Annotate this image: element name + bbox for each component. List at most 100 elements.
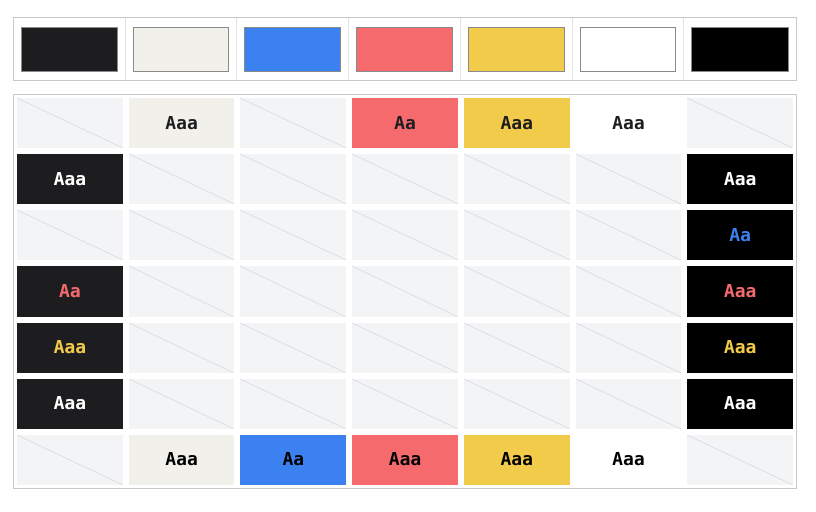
matrix-cell bbox=[573, 320, 685, 376]
matrix-cell: Aaa bbox=[573, 432, 685, 488]
matrix-cell: Aa bbox=[237, 432, 349, 488]
matrix-cell bbox=[14, 207, 126, 263]
empty-combination bbox=[17, 434, 123, 485]
contrast-sample: Aa bbox=[17, 266, 123, 317]
empty-combination bbox=[463, 210, 570, 261]
palette-cell bbox=[573, 18, 685, 80]
empty-combination bbox=[352, 378, 458, 429]
palette-cell bbox=[14, 18, 126, 80]
matrix-cell bbox=[461, 151, 573, 207]
matrix-cell bbox=[126, 376, 238, 432]
palette-cell bbox=[126, 18, 238, 80]
matrix-cell: Aaa bbox=[684, 320, 796, 376]
empty-combination bbox=[352, 210, 458, 261]
matrix-cell bbox=[684, 432, 796, 488]
contrast-sample: Aaa bbox=[17, 378, 123, 429]
contrast-matrix: Aaa Aa Aaa Aaa Aaa Aaa Aa Aa Aaa Aaa Aaa Aaa Aaa Aaa A… bbox=[13, 94, 797, 489]
matrix-cell bbox=[237, 207, 349, 263]
matrix-cell: Aa bbox=[349, 95, 461, 151]
matrix-cell: Aaa bbox=[573, 95, 685, 151]
matrix-cell bbox=[237, 151, 349, 207]
palette-cell bbox=[684, 18, 796, 80]
matrix-cell bbox=[126, 320, 238, 376]
empty-combination bbox=[463, 378, 570, 429]
contrast-sample: Aaa bbox=[575, 98, 682, 149]
matrix-cell bbox=[349, 263, 461, 319]
matrix-cell bbox=[461, 207, 573, 263]
empty-combination bbox=[240, 98, 347, 149]
matrix-cell bbox=[349, 151, 461, 207]
matrix-cell bbox=[349, 320, 461, 376]
matrix-cell bbox=[237, 320, 349, 376]
empty-combination bbox=[463, 322, 570, 373]
matrix-cell bbox=[461, 263, 573, 319]
matrix-cell bbox=[573, 151, 685, 207]
contrast-sample: Aaa bbox=[575, 434, 682, 485]
contrast-sample: Aaa bbox=[463, 98, 570, 149]
matrix-cell bbox=[461, 320, 573, 376]
empty-combination bbox=[463, 266, 570, 317]
contrast-sample: Aaa bbox=[687, 378, 793, 429]
contrast-sample: Aaa bbox=[128, 98, 235, 149]
empty-combination bbox=[352, 266, 458, 317]
matrix-cell bbox=[573, 263, 685, 319]
matrix-cell bbox=[573, 207, 685, 263]
empty-combination bbox=[128, 210, 235, 261]
matrix-cell bbox=[126, 207, 238, 263]
contrast-sample: Aaa bbox=[128, 434, 235, 485]
empty-combination bbox=[352, 154, 458, 205]
empty-combination bbox=[128, 154, 235, 205]
matrix-cell: Aaa bbox=[461, 95, 573, 151]
empty-combination bbox=[575, 378, 682, 429]
contrast-sample: Aaa bbox=[687, 322, 793, 373]
contrast-sample: Aaa bbox=[463, 434, 570, 485]
contrast-sample: Aaa bbox=[17, 322, 123, 373]
matrix-cell: Aaa bbox=[14, 151, 126, 207]
contrast-sample: Aaa bbox=[17, 154, 123, 205]
matrix-cell: Aaa bbox=[126, 95, 238, 151]
color-swatch-blue bbox=[244, 27, 342, 72]
empty-combination bbox=[687, 434, 793, 485]
empty-combination bbox=[687, 98, 793, 149]
matrix-cell: Aaa bbox=[14, 320, 126, 376]
contrast-sample: Aa bbox=[352, 98, 458, 149]
contrast-sample: Aa bbox=[240, 434, 347, 485]
empty-combination bbox=[352, 322, 458, 373]
palette-cell bbox=[349, 18, 461, 80]
matrix-cell: Aaa bbox=[684, 263, 796, 319]
matrix-cell bbox=[573, 376, 685, 432]
matrix-cell bbox=[126, 263, 238, 319]
empty-combination bbox=[240, 322, 347, 373]
matrix-cell: Aa bbox=[14, 263, 126, 319]
empty-combination bbox=[575, 266, 682, 317]
color-swatch-white bbox=[579, 27, 677, 72]
matrix-cell bbox=[237, 95, 349, 151]
matrix-cell: Aaa bbox=[349, 432, 461, 488]
contrast-sample: Aaa bbox=[687, 154, 793, 205]
empty-combination bbox=[463, 154, 570, 205]
matrix-cell: Aaa bbox=[684, 151, 796, 207]
contrast-sample: Aaa bbox=[687, 266, 793, 317]
matrix-cell bbox=[14, 432, 126, 488]
color-swatch-cream bbox=[132, 27, 230, 72]
matrix-cell: Aaa bbox=[14, 376, 126, 432]
empty-combination bbox=[575, 210, 682, 261]
empty-combination bbox=[17, 98, 123, 149]
empty-combination bbox=[128, 378, 235, 429]
matrix-cell bbox=[126, 151, 238, 207]
empty-combination bbox=[17, 210, 123, 261]
matrix-cell bbox=[349, 376, 461, 432]
empty-combination bbox=[240, 378, 347, 429]
empty-combination bbox=[240, 210, 347, 261]
matrix-cell: Aa bbox=[684, 207, 796, 263]
color-palette bbox=[13, 17, 797, 81]
matrix-cell: Aaa bbox=[461, 432, 573, 488]
empty-combination bbox=[575, 154, 682, 205]
empty-combination bbox=[128, 322, 235, 373]
matrix-cell: Aaa bbox=[126, 432, 238, 488]
empty-combination bbox=[575, 322, 682, 373]
contrast-sample: Aa bbox=[687, 210, 793, 261]
palette-cell bbox=[461, 18, 573, 80]
empty-combination bbox=[240, 266, 347, 317]
matrix-cell bbox=[684, 95, 796, 151]
